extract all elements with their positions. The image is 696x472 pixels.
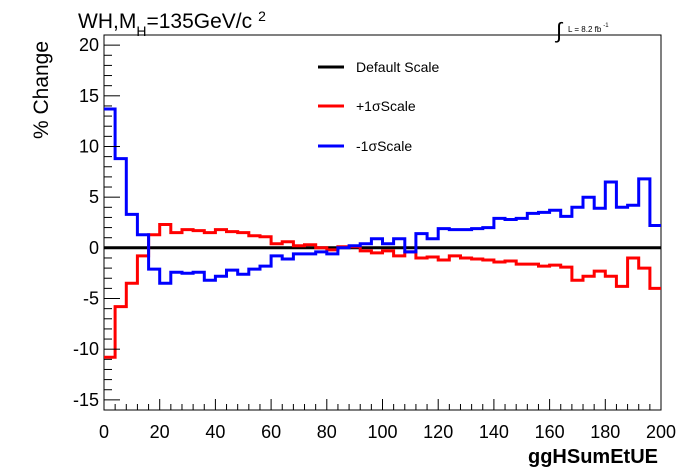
y-tick-label: -10 bbox=[73, 339, 99, 359]
series-minus-1sigma bbox=[104, 107, 661, 285]
y-tick-label: -5 bbox=[83, 289, 99, 309]
x-tick-label: 180 bbox=[590, 422, 620, 442]
x-tick-label: 60 bbox=[261, 422, 281, 442]
legend: Default Scale +1σScale -1σScale bbox=[318, 59, 439, 154]
chart-title: WH,MH=135GeV/c 2 bbox=[78, 8, 266, 39]
legend-label-default-scale: Default Scale bbox=[356, 59, 439, 75]
x-tick-label: 120 bbox=[423, 422, 453, 442]
y-tick-label: 15 bbox=[79, 86, 99, 106]
x-tick-label: 100 bbox=[367, 422, 397, 442]
x-tick-label: 200 bbox=[646, 422, 676, 442]
x-axis-title: ggHSumEtUE bbox=[528, 446, 658, 468]
y-tick-label: 20 bbox=[79, 35, 99, 55]
integral-icon: ∫ bbox=[554, 18, 564, 43]
x-tick-label: 0 bbox=[99, 422, 109, 442]
x-tick-label: 40 bbox=[205, 422, 225, 442]
x-tick-label: 20 bbox=[150, 422, 170, 442]
y-tick-label: 5 bbox=[89, 187, 99, 207]
x-axis: 0 20 40 60 80 100 120 140 160 180 200 bbox=[99, 399, 676, 442]
x-tick-label: 140 bbox=[479, 422, 509, 442]
legend-label-plus-1sigma: +1σScale bbox=[356, 98, 416, 114]
legend-label-minus-1sigma: -1σScale bbox=[356, 138, 412, 154]
lumi-label: L = 8.2 fb -1 bbox=[568, 23, 609, 34]
y-axis-title: % Change bbox=[30, 41, 53, 139]
series-layer bbox=[104, 107, 661, 359]
y-tick-label: 0 bbox=[89, 238, 99, 258]
x-tick-label: 80 bbox=[317, 422, 337, 442]
y-axis: -15 -10 -5 0 5 10 15 20 bbox=[73, 34, 120, 411]
y-tick-label: -15 bbox=[73, 390, 99, 410]
x-tick-label: 160 bbox=[535, 422, 565, 442]
series-plus-1sigma bbox=[104, 223, 661, 359]
y-tick-label: 10 bbox=[79, 136, 99, 156]
